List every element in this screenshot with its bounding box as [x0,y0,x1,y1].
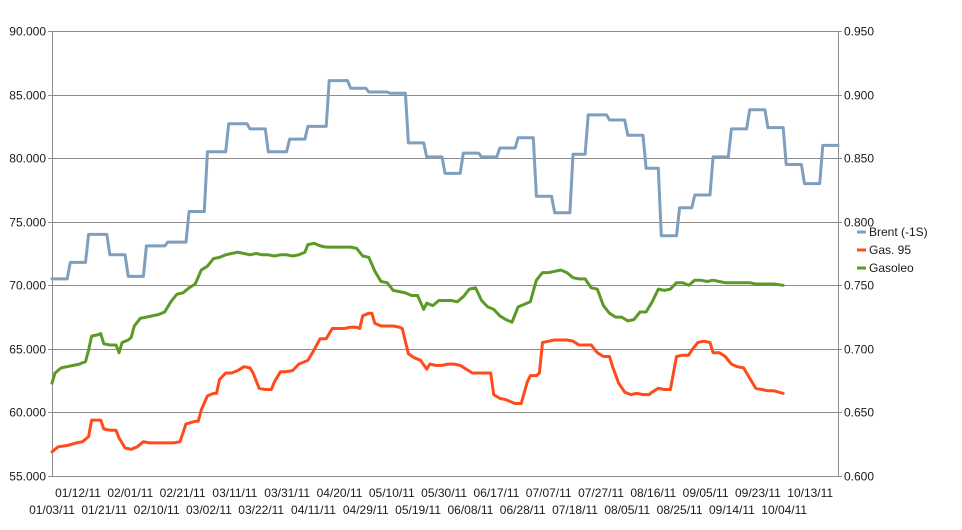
x-tick-label: 07/27/11 [578,486,624,500]
right-y-tick-label: 0.600 [844,470,874,484]
left-y-tick-label: 85.000 [9,89,46,103]
x-tick-label: 09/14/11 [709,503,755,517]
left-y-tick-label: 80.000 [9,152,46,166]
x-tick-label: 08/25/11 [657,503,703,517]
legend-label: Brent (-1S) [869,225,928,239]
left-y-tick-label: 55.000 [9,470,46,484]
right-y-tick-label: 0.650 [844,406,874,420]
right-y-tick-label: 0.750 [844,279,874,293]
axes [48,31,842,477]
x-tick-label: 01/03/11 [29,503,75,517]
x-tick-label: 03/31/11 [264,486,310,500]
right-y-tick-label: 0.850 [844,152,874,166]
x-tick-label: 04/11/11 [291,503,336,517]
legend-label: Gasoleo [869,261,914,275]
series-line-brent-1s [50,79,840,281]
left-y-tick-label: 75.000 [9,216,46,230]
x-tick-label: 08/05/11 [604,503,650,517]
left-y-tick-label: 60.000 [9,406,46,420]
x-tick-label: 05/10/11 [369,486,415,500]
x-tick-label: 04/29/11 [343,503,389,517]
x-tick-label: 09/23/11 [735,486,781,500]
left-y-tick-label: 65.000 [9,343,46,357]
x-tick-label: 03/22/11 [238,503,284,517]
x-tick-label: 10/13/11 [787,486,833,500]
right-y-tick-label: 0.800 [844,216,874,230]
x-tick-label: 05/19/11 [395,503,441,517]
legend: Brent (-1S) Gas. 95 Gasoleo [857,225,928,275]
x-tick-label: 09/05/11 [683,486,729,500]
left-y-tick-label: 70.000 [9,279,46,293]
left-y-axis-ticks: 55.000 60.000 65.000 70.000 75.000 80.000 85.0… [9,25,46,484]
x-tick-label: 06/08/11 [447,503,493,517]
right-y-axis-ticks: 0.600 0.650 0.700 0.750 0.800 0.850 0.900 0.950 [844,25,874,484]
legend-label: Gas. 95 [869,243,911,257]
x-tick-label: 07/18/11 [552,503,598,517]
x-tick-label: 05/30/11 [421,486,467,500]
x-tick-label: 03/02/11 [186,503,232,517]
x-tick-label: 04/20/11 [317,486,363,500]
x-tick-label: 06/17/11 [473,486,519,500]
series-lines [50,79,840,454]
x-tick-label: 10/04/11 [761,503,807,517]
x-tick-label: 02/10/11 [134,503,180,517]
x-tick-label: 02/01/11 [107,486,153,500]
x-tick-label: 02/21/11 [160,486,206,500]
right-y-tick-label: 0.900 [844,89,874,103]
series-line-gas-95 [50,311,785,454]
x-tick-label: 08/16/11 [630,486,676,500]
series-line-gasoleo [50,241,785,385]
x-tick-label: 03/11/11 [212,486,257,500]
x-tick-label: 06/28/11 [500,503,546,517]
left-y-tick-label: 90.000 [9,25,46,39]
x-tick-label: 07/07/11 [526,486,572,500]
right-y-tick-label: 0.700 [844,343,874,357]
gridlines [52,31,838,477]
x-tick-label: 01/21/11 [81,503,127,517]
x-axis-ticks: 01/12/11 02/01/11 02/21/11 03/11/11 03/31/11… [29,486,833,517]
right-y-tick-label: 0.950 [844,25,874,39]
x-tick-label: 01/12/11 [55,486,101,500]
